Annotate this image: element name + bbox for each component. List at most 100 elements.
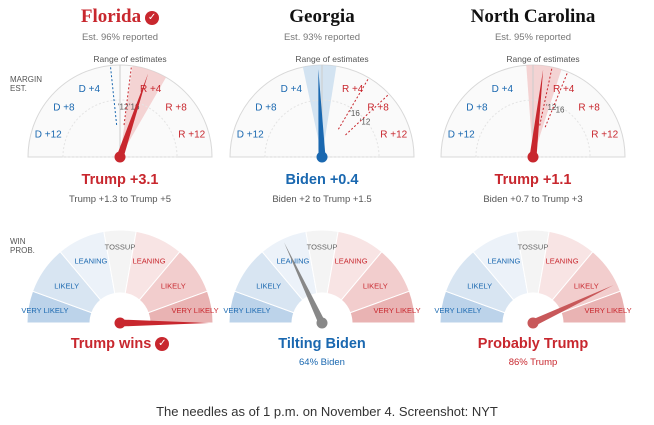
past-result-marker bbox=[544, 71, 569, 128]
win-sub-text: 86% Trump bbox=[508, 357, 558, 368]
probability-band-label: LIKELY bbox=[54, 282, 79, 291]
margin-range-text: Trump +1.3 to Trump +5 bbox=[68, 194, 172, 205]
probability-band-label: LIKELY bbox=[161, 282, 186, 291]
win-needle-hub bbox=[316, 317, 328, 329]
win-probability-gauge: VERY LIKELY LIKELY LEANING TOSSUP LEANING LIK… bbox=[21, 229, 219, 329]
win-label: Trump wins ✓ bbox=[15, 336, 225, 352]
margin-range-text: Biden +2 to Trump +1.5 bbox=[272, 194, 372, 205]
probability-band-label: VERY LIKELY bbox=[374, 306, 421, 315]
margin-needle-hub bbox=[316, 151, 328, 163]
margin-tick-label: D +12 bbox=[448, 130, 475, 141]
probability-band-label: LEANING bbox=[133, 257, 166, 266]
margin-tick-label: R +12 bbox=[380, 130, 407, 141]
margin-lead-label: Trump +3.1 bbox=[81, 172, 159, 188]
probability-band bbox=[349, 290, 416, 324]
probability-band-label: LEANING bbox=[487, 257, 520, 266]
margin-tick-label: D +4 bbox=[281, 84, 303, 95]
margin-range-text: Biden +0.7 to Trump +3 bbox=[483, 194, 583, 205]
margin-needle bbox=[529, 69, 544, 158]
win-probability-gauge: VERY LIKELY LIKELY LEANING TOSSUP LEANING LIK… bbox=[434, 229, 632, 329]
probability-band-label: TOSSUP bbox=[518, 243, 549, 252]
margin-tick-label: D +8 bbox=[466, 103, 488, 114]
margin-label-line1: MARGIN bbox=[10, 75, 42, 84]
margin-tick-label: R +8 bbox=[367, 103, 389, 114]
probability-band-label: LEANING bbox=[74, 257, 107, 266]
range-label: Range of estimates bbox=[506, 54, 579, 64]
margin-tick-label: R +4 bbox=[140, 84, 162, 95]
probability-band-label: LIKELY bbox=[574, 282, 599, 291]
check-icon: ✓ bbox=[145, 11, 160, 25]
margin-needle bbox=[116, 73, 149, 159]
probability-band-label: VERY LIKELY bbox=[223, 306, 270, 315]
reported-text: Est. 93% reported bbox=[283, 32, 361, 43]
state-title: Florida ✓ bbox=[15, 6, 225, 28]
win-label: Tilting Biden bbox=[278, 336, 366, 352]
past-result-marker bbox=[123, 65, 133, 126]
probability-band bbox=[560, 290, 627, 324]
margin-tick-label: R +8 bbox=[578, 103, 600, 114]
past-result-marker bbox=[109, 65, 118, 126]
margin-needle-hub bbox=[527, 151, 539, 163]
margin-lead-label: Biden +0.4 bbox=[285, 172, 359, 188]
margin-tick-label: D +4 bbox=[492, 84, 514, 95]
probability-band-label: LEANING bbox=[546, 257, 579, 266]
margin-tick-label: R +4 bbox=[553, 84, 575, 95]
win-label: Probably Trump bbox=[477, 336, 589, 352]
win-label-line2: PROB. bbox=[10, 246, 35, 255]
past-result-label: '12 bbox=[118, 102, 129, 111]
range-label: Range of estimates bbox=[93, 54, 166, 64]
margin-gauge: '16'12 D +4 D +8 D +12 R +4R +8 R +12 Range of… bbox=[229, 54, 415, 163]
margin-needle-hub bbox=[114, 151, 126, 163]
past-result-marker bbox=[345, 93, 390, 136]
win-prob-label: WIN PROB. bbox=[10, 237, 35, 255]
margin-lead-label: Trump +1.1 bbox=[494, 172, 572, 188]
probability-band-label: TOSSUP bbox=[307, 243, 338, 252]
margin-gauge: '12'16 D +4 D +8 D +12 R +4R +8 R +12 Range of… bbox=[440, 54, 626, 163]
state-column-florida: Florida ✓ Est. 96% reported '12'16 D +4 D +… bbox=[15, 0, 225, 380]
margin-est-label: MARGIN EST. bbox=[10, 75, 42, 93]
margin-tick-label: D +4 bbox=[79, 84, 101, 95]
margin-tick-label: D +12 bbox=[35, 130, 62, 141]
margin-tick-label: R +8 bbox=[165, 103, 187, 114]
probability-band-label: TOSSUP bbox=[105, 243, 136, 252]
win-needle bbox=[284, 242, 326, 325]
probability-band-label: LIKELY bbox=[467, 282, 492, 291]
state-column-georgia: Georgia Est. 93% reported '16'12 D +4 D +8… bbox=[217, 0, 427, 380]
probability-band-label: LIKELY bbox=[363, 282, 388, 291]
reported-text: Est. 96% reported bbox=[81, 32, 159, 43]
probability-band-label: VERY LIKELY bbox=[434, 306, 481, 315]
check-icon: ✓ bbox=[155, 337, 170, 351]
win-needle-hub bbox=[527, 317, 539, 329]
probability-band-label: VERY LIKELY bbox=[172, 306, 219, 315]
past-result-marker bbox=[539, 66, 553, 126]
margin-tick-label: D +12 bbox=[237, 130, 264, 141]
range-of-estimates-band bbox=[120, 65, 166, 157]
past-result-label: '16 bbox=[129, 103, 140, 112]
win-sub-text: 64% Biden bbox=[299, 357, 345, 368]
past-result-label: '16 bbox=[349, 109, 360, 118]
win-needle bbox=[531, 285, 614, 327]
margin-tick-label: R +4 bbox=[342, 84, 364, 95]
probability-band-label: VERY LIKELY bbox=[21, 306, 68, 315]
win-label-line1: WIN bbox=[10, 237, 26, 246]
caption: The needles as of 1 p.m. on November 4. … bbox=[156, 404, 498, 419]
state-title: North Carolina bbox=[470, 6, 596, 27]
margin-needle bbox=[318, 69, 326, 158]
probability-band-label: LEANING bbox=[335, 257, 368, 266]
past-result-label: '12 bbox=[546, 103, 557, 112]
past-result-label: '12 bbox=[360, 117, 371, 126]
win-needle-hub bbox=[114, 317, 126, 329]
win-needle bbox=[120, 319, 209, 327]
margin-tick-label: R +12 bbox=[178, 130, 205, 141]
margin-tick-label: D +8 bbox=[53, 103, 75, 114]
state-title: Georgia bbox=[289, 6, 355, 27]
probability-band-label: LIKELY bbox=[256, 282, 281, 291]
past-result-marker bbox=[337, 77, 370, 130]
probability-band-label: VERY LIKELY bbox=[585, 306, 632, 315]
reported-text: Est. 95% reported bbox=[494, 32, 572, 43]
margin-label-line2: EST. bbox=[10, 84, 27, 93]
margin-tick-label: R +12 bbox=[591, 130, 618, 141]
margin-tick-label: D +8 bbox=[255, 103, 277, 114]
margin-gauge: '12'16 D +4 D +8 D +12 R +4R +8 R +12 Range of… bbox=[27, 54, 213, 163]
past-result-label: '16 bbox=[554, 106, 565, 115]
